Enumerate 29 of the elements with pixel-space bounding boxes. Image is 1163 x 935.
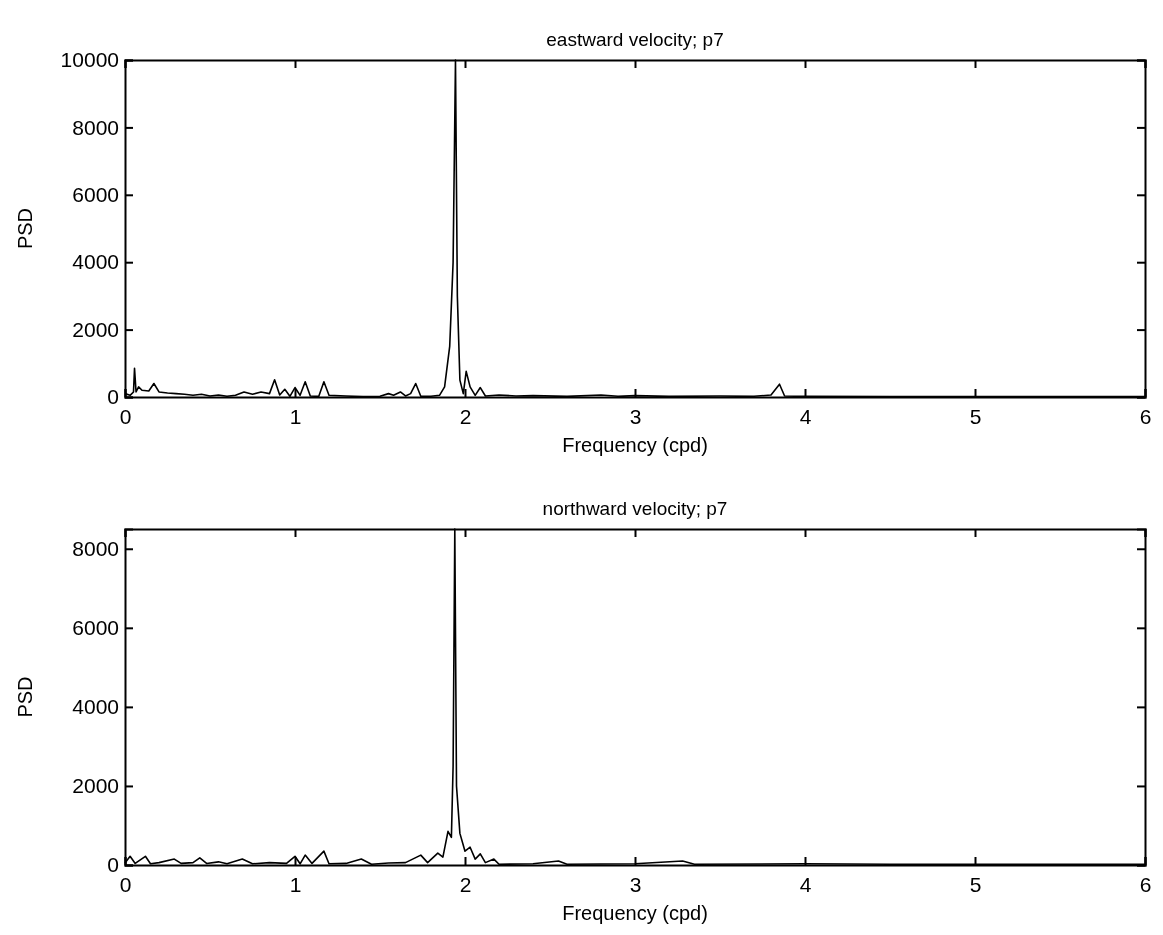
y-tick-label: 8000 bbox=[72, 115, 119, 139]
y-tick-label: 0 bbox=[107, 853, 119, 877]
y-tick-label: 10000 bbox=[60, 48, 119, 72]
x-tick-label: 3 bbox=[629, 872, 642, 896]
y-tick-label: 2000 bbox=[72, 317, 119, 341]
x-tick-label: 6 bbox=[1139, 404, 1152, 428]
x-tick-label: 5 bbox=[969, 404, 982, 428]
y-tick-label: 8000 bbox=[72, 536, 119, 560]
x-axis-title: Frequency (cpd) bbox=[562, 434, 708, 456]
y-axis-title: PSD bbox=[14, 207, 36, 250]
y-tick-label: 6000 bbox=[72, 183, 119, 207]
y-tick-label: 4000 bbox=[72, 695, 119, 719]
chart-title: northward velocity; p7 bbox=[542, 498, 728, 519]
x-tick-label: 2 bbox=[459, 872, 472, 896]
x-tick-label: 2 bbox=[459, 404, 472, 428]
x-tick-label: 6 bbox=[1139, 872, 1152, 896]
y-tick-label: 0 bbox=[107, 385, 119, 409]
x-tick-label: 1 bbox=[289, 872, 302, 896]
chart-title: eastward velocity; p7 bbox=[546, 29, 724, 50]
x-tick-label: 4 bbox=[799, 872, 812, 896]
x-tick-label: 1 bbox=[289, 404, 302, 428]
y-tick-label: 6000 bbox=[72, 616, 119, 640]
x-axis-title: Frequency (cpd) bbox=[562, 902, 708, 924]
y-tick-label: 2000 bbox=[72, 774, 119, 798]
y-axis-title: PSD bbox=[14, 676, 36, 718]
x-tick-label: 4 bbox=[799, 404, 812, 428]
y-tick-label: 4000 bbox=[72, 250, 119, 274]
x-tick-label: 3 bbox=[629, 404, 642, 428]
x-tick-label: 5 bbox=[969, 872, 982, 896]
